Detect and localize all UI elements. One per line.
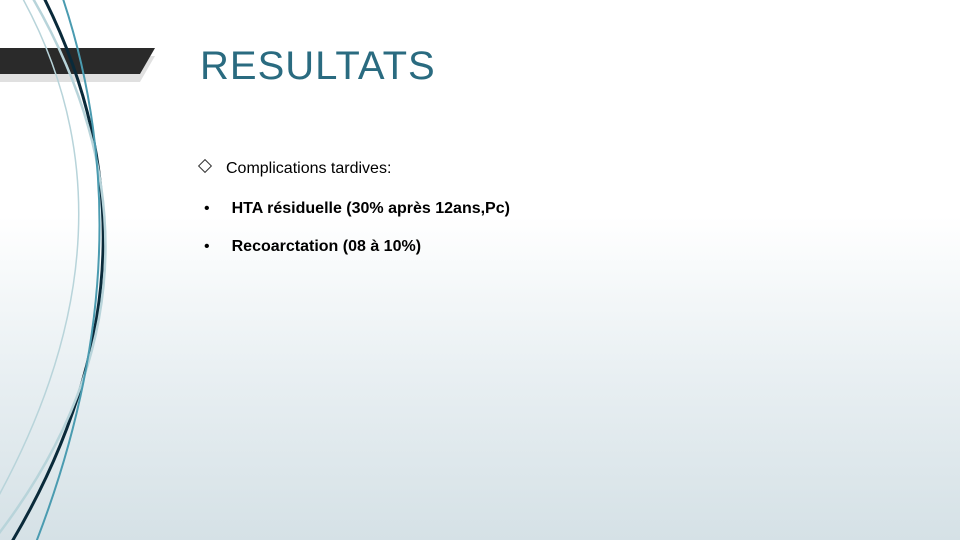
dot-bullet-icon: • — [204, 201, 210, 217]
diamond-bullet-icon — [198, 159, 212, 173]
slide-content: Complications tardives: • HTA résiduelle… — [200, 160, 840, 276]
bullet-sub-text: Recoarctation (08 à 10%) — [232, 238, 421, 256]
slide-title: RESULTATS — [200, 44, 436, 89]
bullet-sub: • Recoarctation (08 à 10%) — [204, 238, 840, 256]
header-bar — [0, 48, 155, 74]
bullet-sub-text: HTA résiduelle (30% après 12ans,Pc) — [232, 200, 510, 218]
dot-bullet-icon: • — [204, 239, 210, 255]
bullet-main: Complications tardives: — [200, 160, 840, 178]
bullet-main-text: Complications tardives: — [226, 160, 391, 178]
bullet-sub: • HTA résiduelle (30% après 12ans,Pc) — [204, 200, 840, 218]
